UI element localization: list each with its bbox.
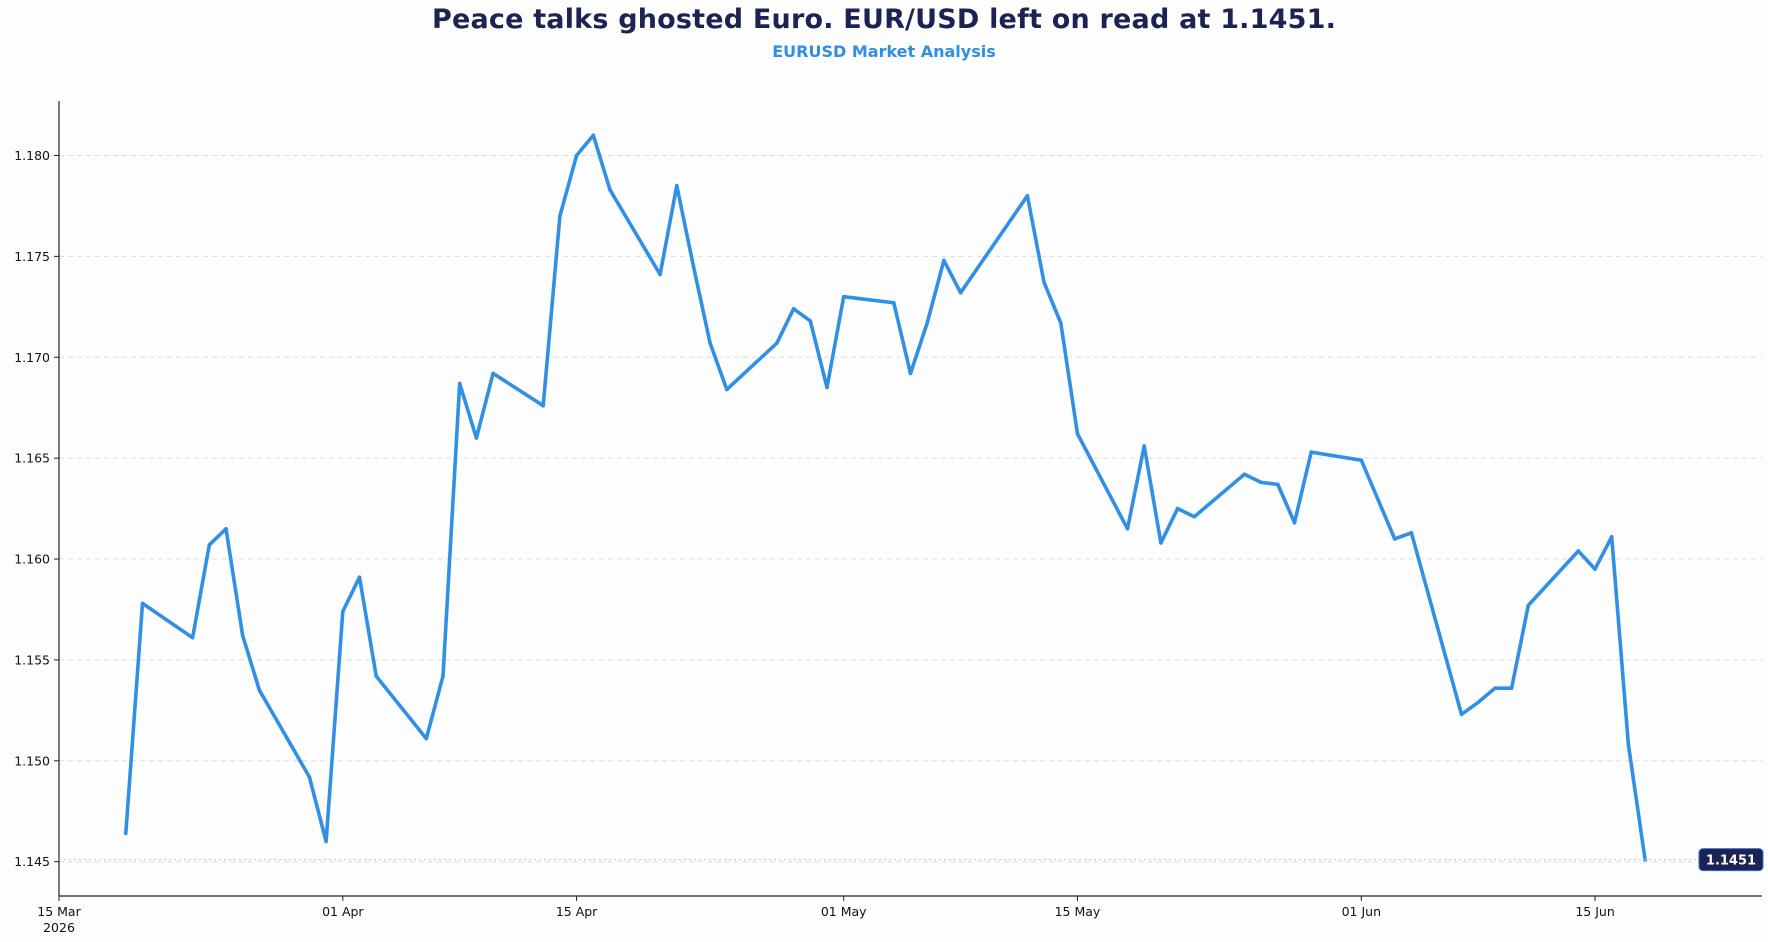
data-point — [1276, 482, 1280, 487]
data-point — [1526, 603, 1531, 608]
data-point — [257, 688, 262, 692]
data-point — [1125, 527, 1130, 531]
last-value-badge: 1.1451 — [59, 848, 1764, 872]
data-point — [958, 290, 963, 295]
data-point — [1392, 537, 1397, 541]
eurusd-series-line — [124, 133, 1647, 862]
gridlines — [59, 154, 1762, 863]
data-point — [1509, 686, 1514, 690]
data-point — [207, 543, 212, 547]
data-point — [1593, 567, 1597, 571]
data-point — [324, 839, 328, 844]
data-point — [1626, 742, 1631, 747]
data-point — [1609, 535, 1614, 539]
data-point — [942, 258, 946, 263]
data-point — [541, 403, 545, 408]
data-point — [658, 272, 662, 277]
last-value-badge-label: 1.1451 — [1706, 853, 1756, 868]
data-point — [1309, 450, 1313, 454]
y-tick-label: 1.150 — [14, 753, 50, 768]
data-point — [1175, 506, 1180, 511]
data-point — [124, 831, 128, 836]
x-tick-label: 01 Jun — [1342, 904, 1381, 919]
x-tick-label: 15 Jun — [1575, 904, 1614, 919]
data-point — [775, 341, 779, 345]
data-point — [1059, 321, 1063, 325]
data-point — [825, 385, 829, 390]
data-point — [1476, 700, 1480, 705]
data-point — [1409, 531, 1414, 535]
x-tick-label: 15 May — [1055, 904, 1101, 919]
data-point — [1576, 549, 1581, 553]
data-point — [691, 264, 696, 269]
y-tick-label: 1.165 — [14, 451, 50, 466]
data-point — [591, 133, 596, 138]
data-point — [808, 319, 813, 323]
x-tick-label: 01 May — [821, 904, 867, 919]
data-point — [424, 736, 429, 741]
last-value-badge-box — [1698, 848, 1764, 872]
data-point — [1042, 280, 1046, 285]
y-tick-label: 1.145 — [14, 854, 50, 869]
chart-title: Peace talks ghosted Euro. EUR/USD left o… — [431, 4, 1337, 35]
data-point — [457, 381, 462, 386]
data-point — [474, 436, 479, 440]
data-point — [240, 633, 245, 638]
data-point — [1075, 432, 1080, 436]
data-point — [1159, 541, 1163, 545]
series-layer — [124, 133, 1647, 862]
x-tick-label: 01 Apr — [322, 904, 364, 919]
data-point — [1493, 686, 1497, 690]
data-point — [558, 214, 562, 218]
data-point — [441, 674, 445, 678]
y-tick-label: 1.175 — [14, 249, 50, 264]
data-point — [140, 601, 145, 606]
chart-subtitle: EURUSD Market Analysis — [772, 42, 996, 61]
data-point — [1008, 218, 1013, 222]
x-tick-year-label: 2026 — [43, 920, 75, 935]
data-point — [1242, 472, 1247, 477]
data-point — [190, 635, 195, 640]
y-axis-ticks: 1.145 1.150 1.155 1.160 1.165 1.170 1.175 1.180 — [14, 148, 59, 869]
data-point — [341, 609, 345, 614]
data-point — [1142, 444, 1146, 448]
x-tick-label: 15 Mar — [37, 904, 81, 919]
data-point — [675, 183, 679, 188]
data-point — [725, 387, 729, 392]
data-point — [1259, 480, 1263, 485]
data-point — [925, 321, 929, 325]
data-point — [791, 307, 796, 311]
axes — [58, 101, 1762, 897]
y-tick-label: 1.170 — [14, 350, 50, 365]
data-point — [307, 775, 312, 779]
data-point — [357, 575, 362, 579]
data-point — [1192, 514, 1197, 519]
data-point — [374, 674, 379, 678]
data-point — [708, 341, 712, 345]
data-point — [1292, 520, 1297, 525]
y-tick-label: 1.160 — [14, 552, 50, 567]
data-point — [608, 188, 612, 192]
data-point — [491, 371, 495, 376]
data-point — [224, 527, 228, 531]
data-point — [892, 301, 896, 305]
x-tick-label: 15 Apr — [556, 904, 598, 919]
data-point — [908, 371, 913, 376]
y-tick-label: 1.180 — [14, 148, 50, 163]
data-point — [1025, 194, 1030, 198]
data-point — [1459, 712, 1464, 717]
y-tick-label: 1.155 — [14, 652, 50, 667]
data-point — [841, 294, 846, 299]
data-point — [574, 153, 579, 158]
data-point — [1359, 458, 1364, 463]
